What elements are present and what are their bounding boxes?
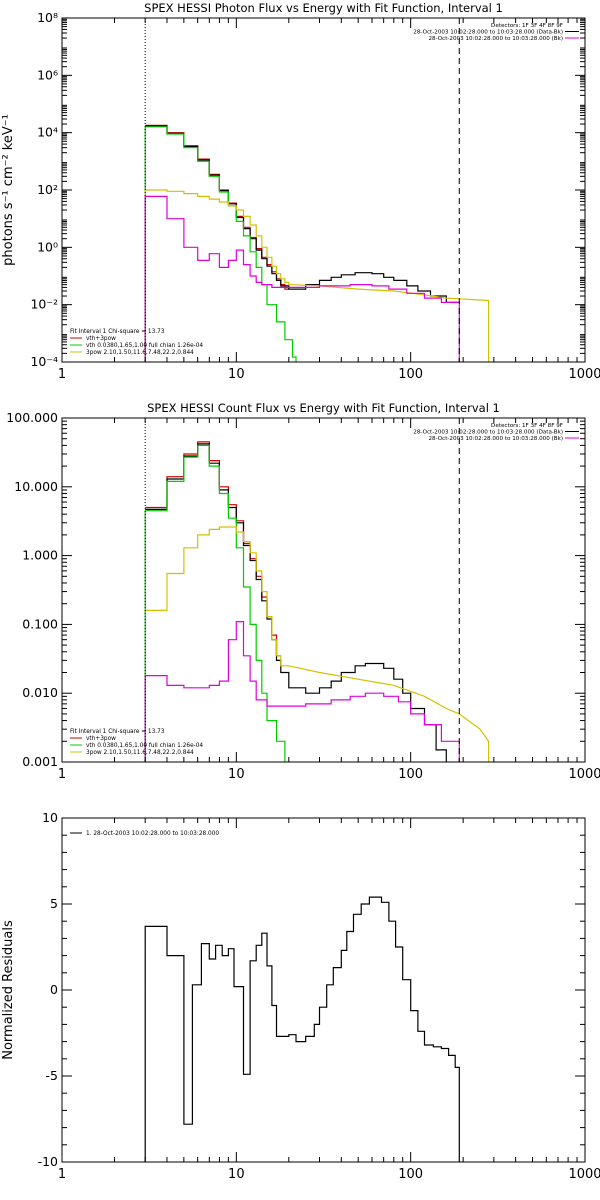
x-tick-label: 10 (228, 767, 245, 782)
y-tick-label: 0.001 (22, 754, 58, 769)
plot-frame (61, 817, 586, 1163)
x-tick-label: 100 (398, 1167, 423, 1182)
x-tick-label: 10 (228, 367, 245, 382)
y-tick-label: 10 (42, 810, 58, 825)
header-line: 28-Oct-2003 10:02:28.000 to 10:03:28.000… (413, 30, 563, 36)
series-line-1 (144, 896, 460, 1162)
plot-frame (61, 417, 586, 763)
legend-entry: Fit Interval 1 Chi-square = 13.73 (70, 329, 165, 335)
plot-frame (61, 17, 586, 363)
chart-panel-3: 1 10 100 1000 -10 -5 0 5 10 Normalized Residuals 1… (1, 810, 600, 1182)
x-tick-label: 10 (228, 1167, 245, 1182)
legend-entry: 3pow 2.10,1.50,11.6,7.48,22.2,0.844 (86, 750, 194, 756)
y-axis-label: Normalized Residuals (1, 920, 16, 1060)
series-group (144, 896, 460, 1162)
x-tick-label: 1000 (568, 767, 600, 782)
y-tick-label: 10⁰ (37, 239, 58, 254)
y-tick-label: 10² (37, 182, 58, 197)
y-tick-label: 10⁴ (37, 125, 58, 140)
y-tick-label: -5 (46, 1068, 58, 1083)
y-tick-label: 5 (50, 896, 58, 911)
header-line: 28-Oct-2003 10:02:28.000 to 10:03:28.000… (428, 436, 563, 442)
chart-panel-1: 1 10 100 1000 10⁻⁴ 10⁻² 10⁰ 10² 10⁴ 10⁶ 10⁸ SPEX HE… (1, 1, 600, 382)
legend-entry: vth+3pow (86, 336, 116, 342)
y-tick-label: 0.100 (22, 616, 58, 631)
y-tick-label: 10⁶ (37, 67, 58, 82)
x-tick-label: 1000 (568, 1167, 600, 1182)
x-tick-label: 1000 (568, 367, 600, 382)
y-axis-label: photons s⁻¹ cm⁻² keV⁻¹ (1, 114, 16, 266)
x-tick-label: 100 (398, 767, 423, 782)
legend-entry: 1. 28-Oct-2003 10:02:28.000 to 10:03:28.… (86, 831, 219, 837)
legend-entry: 3pow 2.10,1.50,11.6,7.48,22.2,0.844 (86, 350, 194, 356)
series-line-3 (144, 126, 297, 362)
legend-entry: Fit Interval 1 Chi-square = 13.73 (70, 729, 165, 735)
header-line: 28-Oct-2003 10:02:28.000 to 10:03:28.000… (413, 430, 563, 436)
legend-entry: vth 0.0380,1.65,1.00 full chian 1.26e-04 (86, 343, 203, 349)
x-tick-label: 1 (58, 767, 66, 782)
series-line-3 (144, 444, 286, 762)
series-line-4 (145, 526, 490, 762)
series-line-1 (145, 441, 281, 657)
chart-title: SPEX HESSI Count Flux vs Energy with Fit… (147, 401, 500, 415)
y-tick-label: 0.010 (22, 685, 58, 700)
x-tick-label: 1 (58, 1167, 66, 1182)
y-tick-label: 10⁻⁴ (30, 354, 58, 369)
legend-entry: vth 0.0380,1.65,1.00 full chian 1.26e-04 (86, 743, 203, 749)
y-tick-label: 1.000 (22, 548, 58, 563)
header-line: 28-Oct-2003 10:02:28.000 to 10:03:28.000… (428, 36, 563, 42)
series-line-4 (144, 189, 490, 362)
header-line: Detectors: 1F 3F 4F 8F 9F (491, 23, 563, 29)
y-tick-label: 10⁸ (37, 10, 58, 25)
y-tick-label: 0 (50, 982, 58, 997)
header-line: Detectors: 1F 3F 4F 8F 9F (491, 423, 563, 429)
x-tick-label: 100 (398, 367, 423, 382)
chart-panel-2: 1 10 100 1000 0.001 0.010 0.100 1.000 10.000 100.… (6, 401, 600, 782)
series-group (144, 441, 490, 762)
chart-title: SPEX HESSI Photon Flux vs Energy with Fi… (144, 1, 503, 15)
y-tick-label: 10.000 (14, 479, 58, 494)
series-line-2 (145, 125, 460, 303)
series-group (144, 124, 490, 362)
series-line-5 (144, 195, 460, 362)
x-tick-label: 1 (58, 367, 66, 382)
y-tick-label: -10 (38, 1154, 58, 1169)
legend-entry: vth+3pow (86, 736, 116, 742)
series-line-5 (144, 620, 460, 762)
y-tick-label: 10⁻² (30, 297, 58, 312)
series-line-2 (145, 443, 447, 762)
y-tick-label: 100.000 (6, 410, 58, 425)
